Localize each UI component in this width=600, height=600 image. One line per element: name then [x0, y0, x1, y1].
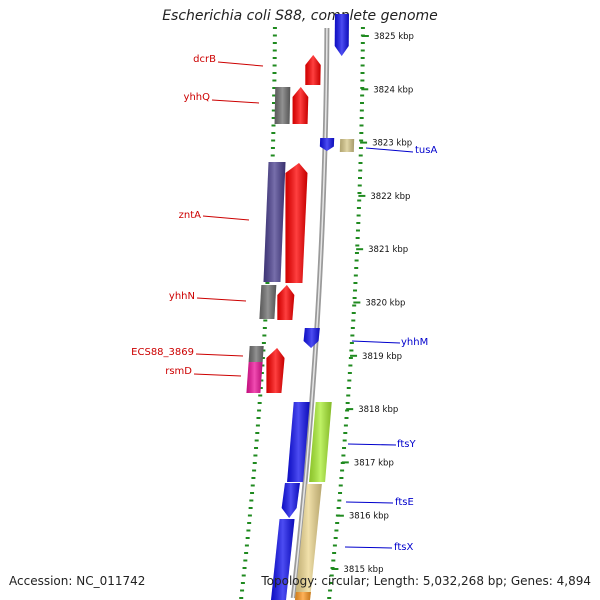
feature-rsmD-pink-shade	[246, 362, 263, 393]
gene-label-dcrB: dcrB	[193, 54, 216, 65]
feature-yhhQ-shade	[292, 87, 309, 124]
scale-label-3817: 3817 kbp	[354, 458, 394, 468]
leader-ftsX	[344, 546, 393, 549]
scale-label-3816: 3816 kbp	[349, 512, 389, 522]
feature-zntA-purple-shade	[263, 162, 286, 282]
feature-ftsE-shade	[281, 483, 300, 518]
scale-label-3822: 3822 kbp	[370, 192, 410, 202]
feature-yhhN-gray-shade	[259, 285, 277, 319]
gene-label-yhhQ: yhhQ	[184, 92, 211, 103]
leader-ftsY	[347, 443, 397, 446]
feature-zntA-shade	[285, 163, 308, 283]
feature-blue-top-shade	[334, 14, 349, 56]
leader-zntA	[202, 215, 250, 221]
scale-label-3825: 3825 kbp	[374, 32, 414, 42]
scale-label-3821: 3821 kbp	[368, 245, 408, 255]
leader-ECS88_3869	[195, 353, 244, 357]
leader-yhhN	[196, 297, 247, 302]
feature-ftsX-shade	[271, 519, 295, 600]
feature-orange-bottom-shade	[295, 592, 311, 600]
map-title: Escherichia coli S88, complete genome	[162, 8, 438, 24]
backbone	[290, 27, 330, 599]
scale-label-3820: 3820 kbp	[365, 299, 405, 309]
gene-label-ftsE: ftsE	[395, 497, 414, 508]
genome-summary-text: Topology: circular; Length: 5,032,268 bp…	[261, 574, 591, 588]
scale-label-3818: 3818 kbp	[358, 405, 398, 415]
scale-label-3823: 3823 kbp	[372, 139, 412, 149]
leader-rsmD	[193, 373, 242, 377]
scale-labels: 3825 kbp 3824 kbp 3823 kbp 3822 kbp 3821 kbp…	[343, 32, 414, 575]
accession-text: Accession: NC_011742	[9, 574, 146, 588]
gene-label-zntA: zntA	[179, 210, 202, 221]
leader-yhhM	[351, 340, 401, 344]
scale-label-3824: 3824 kbp	[373, 85, 413, 95]
gene-labels: dcrB yhhQ tusA zntA yhhN yhhM ECS88_3869 rsmD ft…	[131, 54, 437, 553]
feature-ftsY-lime-shade	[309, 402, 332, 482]
feature-tusA-shade	[339, 139, 355, 152]
feature-rsmD-shade	[266, 348, 285, 393]
feature-yhhQ-gray-shade	[274, 87, 291, 124]
feature-ftsY-shade	[287, 402, 310, 482]
leader-ftsE	[345, 501, 394, 504]
leader-dcrB	[217, 61, 264, 67]
leader-tusA	[365, 147, 414, 153]
leader-yhhQ	[211, 99, 260, 104]
feature-dcrB-shade	[305, 55, 321, 85]
scale-label-3815: 3815 kbp	[343, 565, 383, 575]
gene-label-ftsY: ftsY	[397, 439, 416, 450]
gene-label-yhhN: yhhN	[169, 291, 195, 302]
gene-label-ftsX: ftsX	[394, 542, 413, 553]
gene-label-yhhM: yhhM	[401, 337, 428, 348]
backbone-highlight	[292, 27, 328, 599]
scale-label-3819: 3819 kbp	[362, 352, 402, 362]
gene-label-tusA: tusA	[415, 145, 437, 156]
feature-ftsE-wheat-shade	[295, 484, 322, 600]
gene-label-ECS88_3869: ECS88_3869	[131, 347, 194, 358]
feature-tusA-blue-shade	[319, 138, 335, 151]
gene-label-rsmD: rsmD	[165, 366, 192, 377]
label-leaders	[193, 61, 414, 549]
feature-ECS88_3869-gray-shade	[248, 346, 264, 362]
gene-features	[246, 14, 355, 600]
feature-yhhM-shade	[303, 328, 320, 348]
feature-yhhN-shade	[277, 285, 295, 320]
